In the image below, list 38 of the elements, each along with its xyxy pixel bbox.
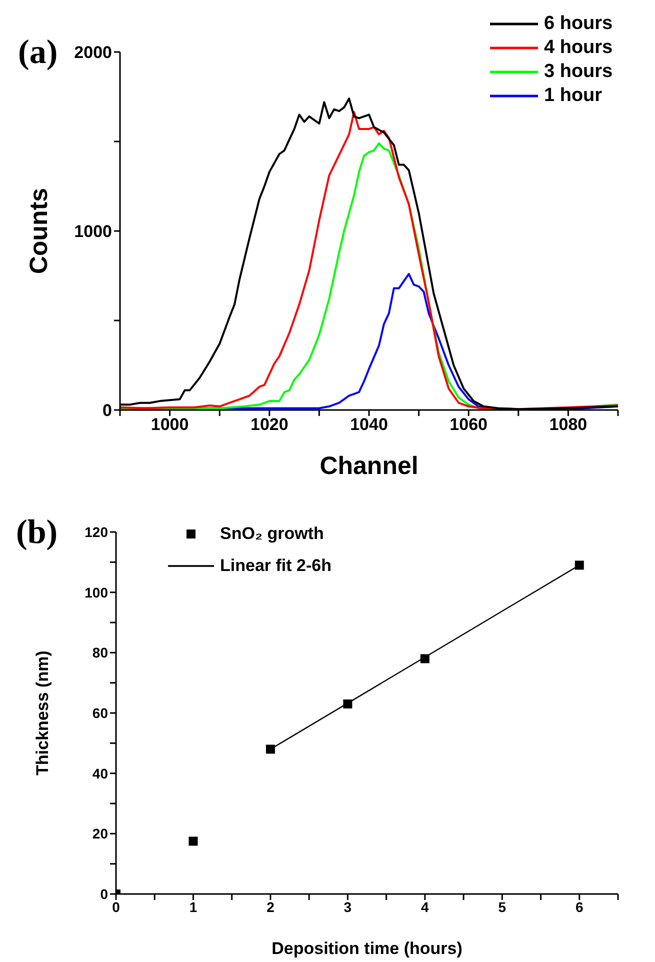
y-tick-label: 0 (100, 886, 108, 902)
x-tick-label: 2 (266, 898, 275, 915)
legend-label: Linear fit 2-6h (220, 556, 332, 576)
x-tick-label: 1060 (450, 415, 488, 434)
y-tick-label: 60 (92, 704, 108, 721)
point (420, 654, 430, 664)
x-axis-title: Deposition time (hours) (272, 939, 462, 958)
y-tick-label: 2000 (74, 43, 112, 62)
point (343, 699, 352, 708)
chart-title: (b) (16, 514, 58, 552)
x-tick-label: 1020 (250, 415, 288, 434)
legend-label: 4 hours (544, 37, 613, 59)
y-tick-label: 20 (92, 826, 108, 842)
legend-label: 1 hour (544, 85, 602, 107)
x-tick-label: 6 (575, 898, 584, 915)
legend-label: 6 hours (544, 13, 613, 35)
x-tick-label: 1040 (350, 415, 388, 434)
legend-label: 3 hours (544, 61, 613, 83)
point (266, 744, 275, 754)
x-tick-label: 1080 (549, 415, 588, 434)
y-axis-title: Thickness (nm) (33, 650, 52, 776)
y-tick-label: 120 (84, 524, 108, 540)
x-tick-label: 5 (498, 898, 506, 915)
y-axis-title: Counts (24, 188, 53, 274)
x-tick-label: 1 (189, 898, 198, 915)
y-tick-label: 1000 (74, 222, 112, 242)
legend-label: SnO₂ growth (220, 524, 324, 544)
point (188, 836, 198, 846)
y-tick-label: 40 (92, 765, 108, 782)
x-tick-label: 4 (421, 898, 430, 915)
x-tick-label: 3 (344, 898, 352, 915)
y-tick-label: 100 (84, 584, 108, 600)
y-tick-label: 0 (102, 401, 112, 420)
x-axis-title: Channel (320, 452, 418, 480)
point (574, 560, 584, 570)
y-tick-label: 80 (92, 644, 108, 661)
x-tick-label: 1000 (150, 415, 189, 434)
chart-title: (a) (18, 34, 58, 72)
